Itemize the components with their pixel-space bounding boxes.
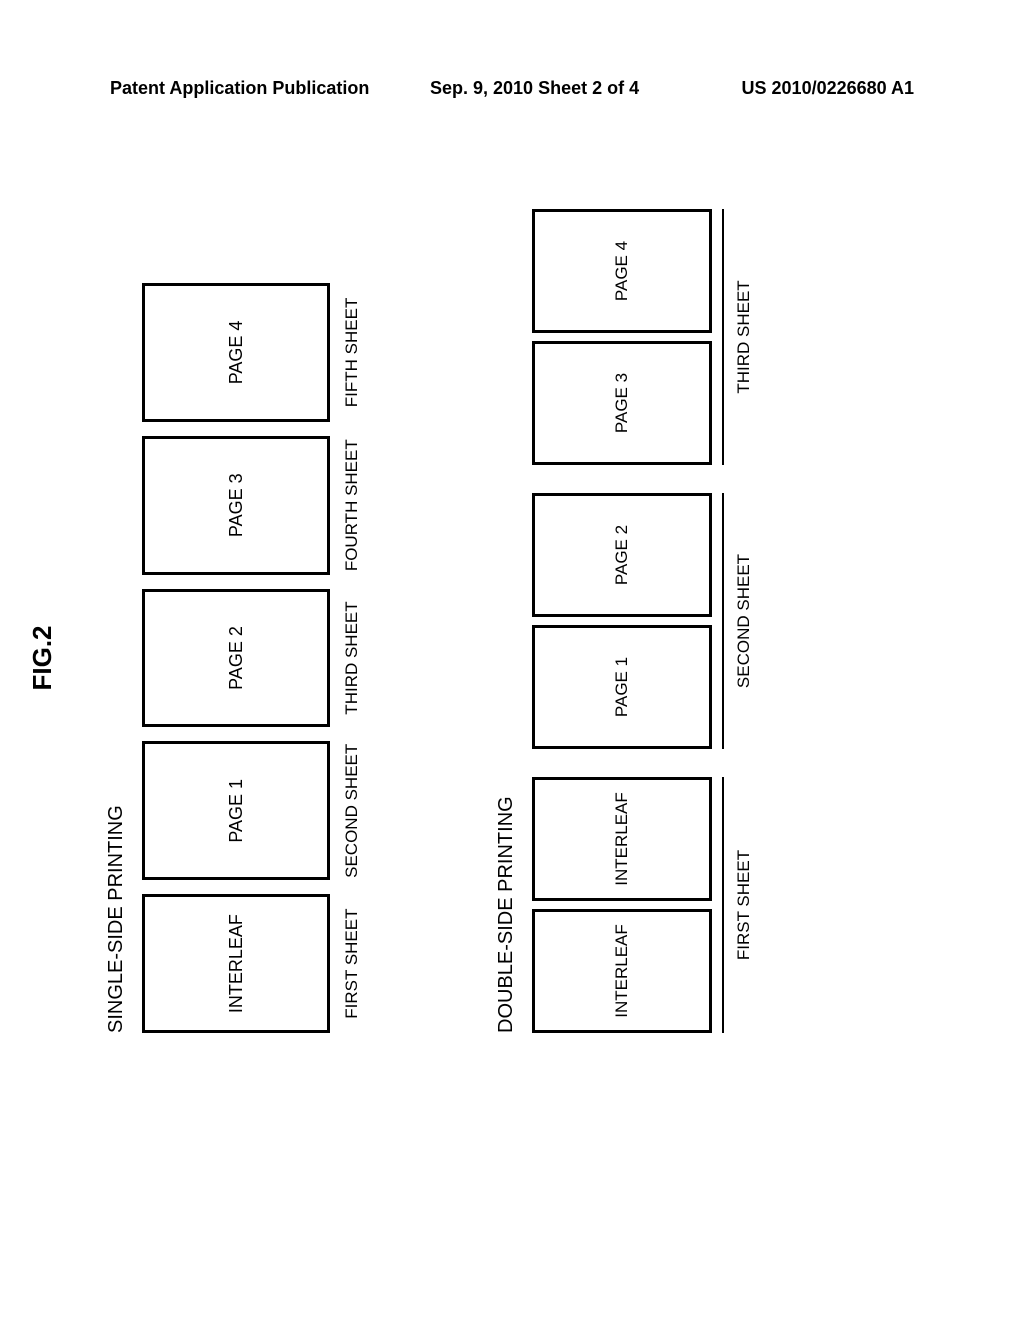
sheet-label: FOURTH SHEET [342,436,362,575]
single-side-title: SINGLE-SIDE PRINTING [105,283,128,1033]
sheet-underline [722,209,724,465]
sheet-label: FIRST SHEET [342,894,362,1033]
page-pair: PAGE 3 PAGE 4 [532,209,712,465]
sheet-label: SECOND SHEET [342,741,362,880]
page-box: PAGE 3 [532,341,712,465]
sheet-label: FIRST SHEET [734,850,754,960]
header-patent-number: US 2010/0226680 A1 [742,78,914,99]
figure-label: FIG.2 [27,625,58,690]
sheet-label: THIRD SHEET [734,280,754,393]
figure-2: FIG.2 SINGLE-SIDE PRINTING INTERLEAF PAG… [75,283,955,1033]
double-side-section: DOUBLE-SIDE PRINTING INTERLEAF INTERLEAF… [495,283,754,1033]
page-box: INTERLEAF [532,777,712,901]
page-box: PAGE 2 [532,493,712,617]
single-sheet-labels: FIRST SHEET SECOND SHEET THIRD SHEET FOU… [342,283,362,1033]
page-box: PAGE 4 [532,209,712,333]
sheet-group: INTERLEAF INTERLEAF FIRST SHEET [532,777,754,1033]
sheet-underline [722,493,724,749]
page-box: PAGE 1 [142,741,330,880]
page-pair: INTERLEAF INTERLEAF [532,777,712,1033]
sheet-label: FIFTH SHEET [342,283,362,422]
single-side-section: SINGLE-SIDE PRINTING INTERLEAF PAGE 1 PA… [105,283,362,1033]
single-page-row: INTERLEAF PAGE 1 PAGE 2 PAGE 3 PAGE 4 [142,283,330,1033]
sheet-group: PAGE 1 PAGE 2 SECOND SHEET [532,493,754,749]
double-page-row: INTERLEAF INTERLEAF FIRST SHEET PAGE 1 P… [532,283,754,1033]
double-side-title: DOUBLE-SIDE PRINTING [495,283,518,1033]
header-date-sheet: Sep. 9, 2010 Sheet 2 of 4 [430,78,639,99]
page-box: PAGE 1 [532,625,712,749]
header-publication: Patent Application Publication [110,78,369,99]
sheet-group: PAGE 3 PAGE 4 THIRD SHEET [532,209,754,465]
page-box: INTERLEAF [532,909,712,1033]
sheet-label: THIRD SHEET [342,589,362,728]
page-box: PAGE 4 [142,283,330,422]
page-box: PAGE 2 [142,589,330,728]
sheet-label: SECOND SHEET [734,554,754,688]
page-pair: PAGE 1 PAGE 2 [532,493,712,749]
page-box: INTERLEAF [142,894,330,1033]
page-box: PAGE 3 [142,436,330,575]
sheet-underline [722,777,724,1033]
